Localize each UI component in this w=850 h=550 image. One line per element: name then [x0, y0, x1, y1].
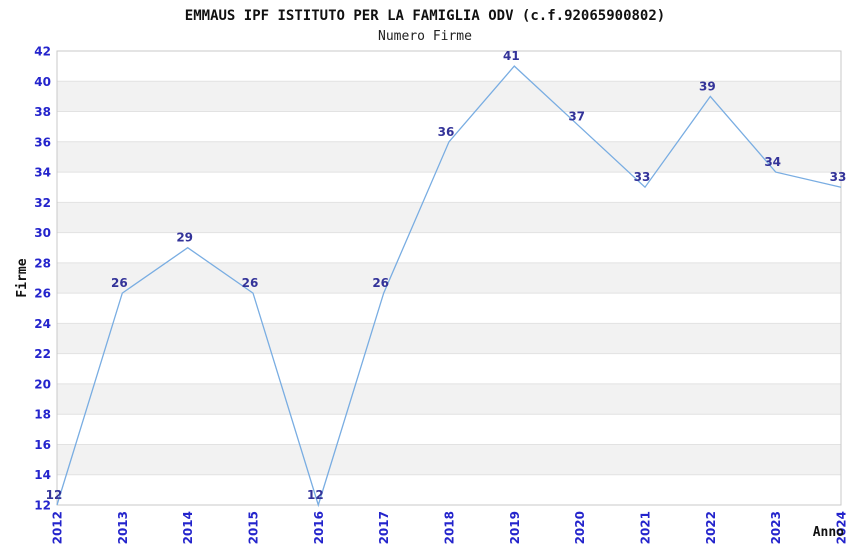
x-tick-label: 2012 — [51, 511, 65, 544]
x-tick-label: 2024 — [835, 511, 849, 544]
y-tick-label: 28 — [34, 256, 51, 270]
y-axis-title: Firme — [15, 258, 30, 297]
point-label: 41 — [503, 49, 520, 63]
x-tick-label: 2022 — [704, 511, 718, 544]
y-tick-label: 36 — [34, 135, 51, 149]
point-label: 34 — [764, 155, 781, 169]
point-label: 12 — [46, 488, 63, 502]
point-label: 33 — [634, 170, 651, 184]
y-tick-label: 30 — [34, 226, 51, 240]
y-tick-label: 32 — [34, 196, 51, 210]
x-tick-label: 2020 — [573, 511, 587, 544]
y-tick-label: 34 — [34, 166, 51, 180]
point-label: 26 — [111, 276, 128, 290]
y-tick-label: 24 — [34, 317, 51, 331]
point-label: 29 — [176, 231, 193, 245]
x-tick-label: 2015 — [247, 511, 261, 544]
x-tick-label: 2021 — [639, 511, 653, 544]
point-label: 36 — [438, 125, 455, 139]
y-tick-label: 14 — [34, 468, 51, 482]
x-tick-label: 2014 — [181, 511, 195, 544]
y-tick-label: 26 — [34, 287, 51, 301]
series-line — [56, 65, 842, 508]
x-tick-label: 2018 — [443, 511, 457, 544]
y-tick-label: 18 — [34, 408, 51, 422]
x-tick-label: 2016 — [312, 511, 326, 544]
grid-band — [57, 202, 841, 233]
chart-title: EMMAUS IPF ISTITUTO PER LA FAMIGLIA ODV … — [184, 8, 666, 24]
y-tick-label: 12 — [34, 499, 51, 513]
grid-band — [57, 323, 841, 354]
x-tick-label: 2023 — [769, 511, 783, 544]
x-tick-label: 2017 — [377, 511, 391, 544]
x-axis-title: Anno — [813, 525, 844, 540]
grid-band — [57, 444, 841, 475]
grid-band — [57, 141, 841, 173]
chart-subtitle: Numero Firme — [378, 29, 472, 44]
grid-band — [57, 383, 841, 415]
y-tick-label: 20 — [34, 377, 51, 391]
y-tick-label: 40 — [34, 75, 51, 89]
y-tick-label: 16 — [34, 438, 51, 452]
plot-border — [56, 50, 842, 506]
point-label: 33 — [830, 170, 847, 184]
point-label: 39 — [699, 79, 716, 93]
x-tick-label: 2019 — [508, 511, 522, 544]
y-tick-label: 42 — [34, 45, 51, 59]
y-tick-label: 38 — [34, 105, 51, 119]
point-label: 26 — [242, 276, 259, 290]
point-label: 37 — [568, 110, 585, 124]
grid-band — [57, 81, 841, 112]
grid-band — [57, 262, 841, 294]
x-tick-label: 2013 — [116, 511, 130, 544]
point-label: 26 — [372, 276, 389, 290]
point-label: 12 — [307, 488, 324, 502]
y-tick-label: 22 — [34, 347, 51, 361]
